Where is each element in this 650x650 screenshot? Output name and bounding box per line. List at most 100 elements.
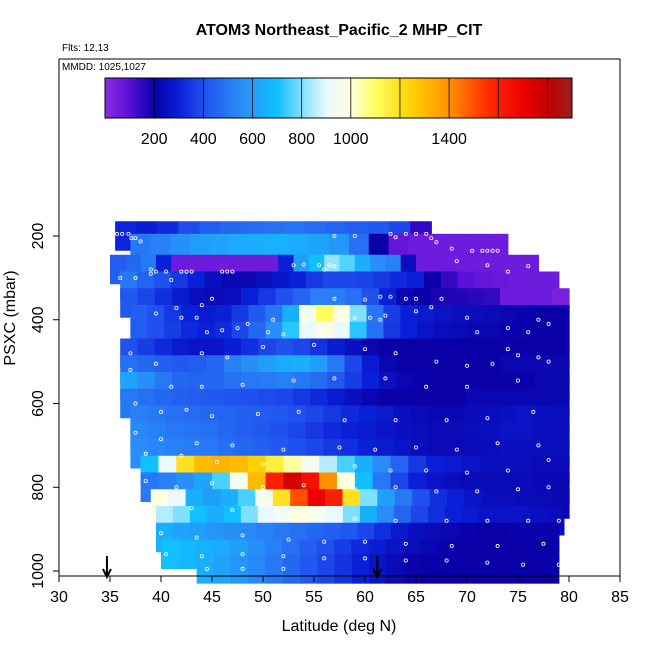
colorbar-segment: [293, 78, 297, 118]
flight-track-point: [495, 441, 500, 446]
flight-track-point: [199, 303, 204, 308]
colorbar-segment: [517, 78, 520, 118]
flight-track-point: [194, 441, 199, 446]
flight-track-point: [189, 506, 194, 511]
colorbar-segment: [546, 78, 550, 118]
colorbar-segment: [309, 78, 312, 118]
colorbar-segment: [180, 78, 184, 118]
colorbar-segment: [210, 78, 213, 118]
colorbar-segment: [461, 78, 464, 118]
flight-track-point: [158, 531, 163, 536]
colorbar-segment: [385, 78, 388, 118]
colorbar-segment: [354, 78, 357, 118]
flight-track-point: [470, 248, 475, 253]
flight-track-point: [240, 533, 245, 538]
flight-track-point: [444, 518, 449, 523]
colorbar-segment: [470, 78, 474, 118]
colorbar-segment: [435, 78, 439, 118]
colorbar-segment: [287, 78, 291, 118]
flight-track-point: [322, 539, 327, 544]
flight-track-point: [281, 554, 286, 559]
flight-track-point: [485, 416, 490, 421]
flight-track-point: [199, 351, 204, 356]
heatmap-cell: [334, 554, 353, 584]
heatmap-cell: [455, 554, 474, 584]
flight-track-point: [220, 328, 225, 333]
colorbar-segment: [163, 78, 166, 118]
colorbar-segment: [285, 78, 289, 118]
colorbar-segment: [408, 78, 411, 118]
flight-track-point: [388, 231, 393, 236]
flight-track-point: [362, 539, 367, 544]
colorbar-segment: [453, 78, 456, 118]
colorbar-segment: [550, 78, 554, 118]
colorbar-segment: [443, 78, 447, 118]
flight-track-point: [260, 462, 265, 467]
flight-track-point: [230, 269, 235, 274]
colorbar-segment: [531, 78, 534, 118]
colorbar-segment: [420, 78, 423, 118]
colorbar-segment: [373, 78, 376, 118]
flight-track-point: [129, 236, 134, 241]
colorbar-segment: [268, 78, 271, 118]
colorbar-segment: [535, 78, 538, 118]
colorbar-segment: [542, 78, 546, 118]
colorbar-segment: [223, 78, 227, 118]
flight-track-point: [464, 470, 469, 475]
flight-track-point: [352, 233, 357, 238]
flight-track-point: [352, 487, 357, 492]
colorbar-segment: [464, 78, 468, 118]
flight-track-point: [378, 317, 383, 322]
y-tick-label: 600: [30, 390, 47, 417]
plot-area: [110, 221, 570, 584]
colorbar-segment: [291, 78, 295, 118]
colorbar-segment: [313, 78, 316, 118]
flight-track-point: [128, 351, 133, 356]
flight-track-point: [291, 263, 296, 268]
x-tick-label: 80: [560, 589, 578, 606]
flight-track-point: [143, 478, 148, 483]
colorbar-segment: [328, 78, 332, 118]
flight-track-point: [189, 269, 194, 274]
colorbar-segment: [350, 78, 353, 118]
colorbar-segment: [556, 78, 559, 118]
colorbar-segment: [106, 78, 110, 118]
flight-track-point: [429, 236, 434, 241]
flight-track-point: [148, 271, 153, 276]
flight-track-point: [439, 296, 444, 301]
flight-track-point: [245, 321, 250, 326]
colorbar-segment: [359, 78, 363, 118]
colorbar-segment: [140, 78, 143, 118]
colorbar-segment: [317, 78, 320, 118]
flight-track-point: [332, 233, 337, 238]
flight-track-point: [546, 321, 551, 326]
flight-track-point: [266, 330, 271, 335]
colorbar-segment: [433, 78, 437, 118]
flight-track-point: [556, 518, 561, 523]
colorbar-segment: [167, 78, 170, 118]
colorbar-segment: [178, 78, 182, 118]
flight-track-point: [403, 231, 408, 236]
flight-track-point: [475, 330, 480, 335]
colorbar-segment: [311, 78, 314, 118]
flight-track-point: [174, 305, 179, 310]
flight-track-point: [393, 418, 398, 423]
flight-track-point: [148, 501, 153, 506]
colorbar-segment: [145, 78, 149, 118]
flight-track-point: [337, 445, 342, 450]
x-tick-label: 40: [152, 589, 170, 606]
flight-track-point: [184, 407, 189, 412]
colorbar-segment: [437, 78, 441, 118]
colorbar-segment: [200, 78, 203, 118]
flight-track-point: [225, 355, 230, 360]
flight-track-point: [332, 376, 337, 381]
colorbar-segment: [445, 78, 448, 118]
colorbar-segment: [439, 78, 443, 118]
flight-track-point: [271, 510, 276, 515]
flight-track-point: [209, 296, 214, 301]
colorbar-segment: [147, 78, 151, 118]
flight-track-point: [179, 269, 184, 274]
colorbar-segment: [338, 78, 341, 118]
colorbar-segment: [194, 78, 197, 118]
flight-track-point: [194, 535, 199, 540]
